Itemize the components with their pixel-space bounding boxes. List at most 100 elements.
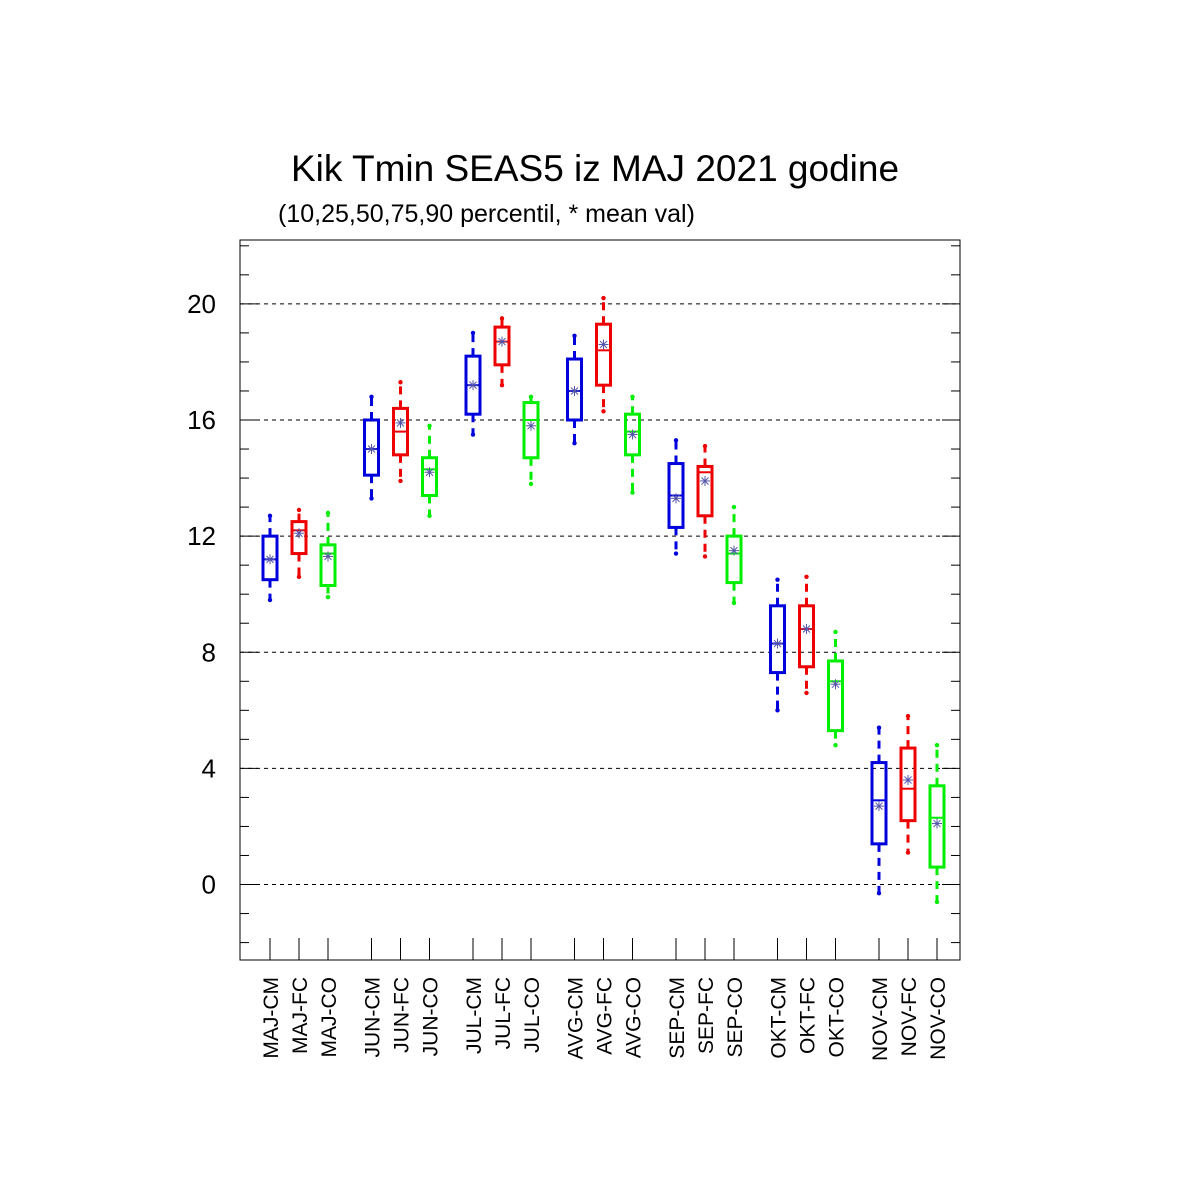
mean-stroke [527, 421, 535, 430]
whisker-cap-p10 [601, 409, 606, 414]
x-tick-label: MAJ-CM [260, 977, 283, 1059]
x-tick-label: AVG-FC [594, 977, 617, 1055]
box-jul-co [522, 394, 540, 487]
y-tick-label: 12 [187, 521, 216, 551]
whisker-cap-p90 [934, 742, 940, 748]
box-iqr [725, 534, 743, 585]
mean-stroke [628, 430, 637, 439]
box-avg-cm [566, 333, 583, 446]
box-jun-cm [363, 394, 380, 501]
x-tick-label: NOV-CM [869, 977, 892, 1061]
mean-stroke [904, 776, 912, 784]
box-iqr [493, 325, 511, 367]
box-nov-cm [870, 725, 888, 896]
box-iqr [870, 761, 888, 846]
whisker-cap-p10 [369, 496, 374, 501]
box-iqr [769, 604, 786, 675]
mean-stroke [802, 625, 811, 633]
whisker-cap-p90 [833, 629, 838, 635]
x-tick-label: OKT-CM [768, 977, 791, 1059]
chart-title: Kik Tmin SEAS5 iz MAJ 2021 godine [290, 148, 900, 189]
x-tick-label: JUN-CM [362, 977, 385, 1057]
whisker-cap-p90 [731, 504, 737, 510]
box-sep-co [725, 504, 743, 606]
box-iqr [421, 456, 438, 497]
whisker-cap-p90 [702, 443, 708, 449]
y-tick-label: 16 [187, 405, 216, 435]
whisker-cap-p90 [427, 423, 432, 429]
x-tick-label: MAJ-CO [318, 977, 341, 1058]
mean-stroke [367, 445, 376, 453]
whisker-cap-p10 [499, 382, 505, 388]
x-tick-label: JUL-CM [463, 977, 486, 1054]
mean-marker [526, 420, 536, 431]
box-maj-fc [290, 507, 308, 579]
box-jun-co [421, 423, 438, 519]
mean-marker [366, 444, 377, 455]
whisker-cap-p10 [296, 574, 302, 579]
box-okt-cm [769, 577, 786, 713]
whisker-cap-p90 [804, 574, 809, 579]
mean-stroke [295, 529, 303, 538]
whisker-cap-p10 [804, 690, 809, 696]
x-tick-label: OKT-FC [797, 977, 820, 1054]
mean-marker [497, 336, 507, 347]
grid-lines [240, 303, 960, 886]
mean-stroke [570, 387, 579, 395]
mean-marker [801, 624, 812, 635]
whisker-cap-p90 [876, 725, 882, 730]
whisker-cap-p10 [528, 481, 534, 487]
x-tick-label: JUN-FC [391, 977, 414, 1053]
mean-marker [700, 475, 710, 486]
whisker-cap-p90 [267, 513, 273, 519]
whisker-cap-p90 [630, 394, 635, 399]
mean-stroke [773, 639, 782, 648]
mean-stroke [875, 802, 883, 810]
whisker-cap-p10 [398, 478, 403, 484]
x-tick-label: SEP-CO [724, 977, 747, 1058]
whisker-cap-p10 [572, 441, 577, 446]
mean-marker [323, 551, 333, 562]
whisker-cap-p10 [427, 513, 432, 519]
mean-marker [830, 679, 841, 690]
mean-marker [874, 801, 884, 812]
whisker-cap-p90 [601, 295, 606, 301]
whisker-cap-p10 [905, 850, 911, 855]
x-axis: MAJ-CM MAJ-FC MAJ-CO JUN-CM JUN-FC JUN-CO JUL-… [260, 938, 950, 1061]
mean-stroke [599, 340, 608, 349]
whisker-cap-p10 [876, 891, 882, 896]
whisker-cap-p90 [398, 380, 403, 385]
x-tick-label: JUN-CO [420, 977, 443, 1056]
whisker-cap-p10 [470, 432, 476, 437]
whisker-cap-p10 [731, 600, 737, 606]
mean-marker [569, 385, 580, 396]
mean-stroke [469, 381, 477, 390]
mean-stroke [396, 419, 405, 427]
x-tick-label: NOV-CO [927, 977, 950, 1060]
mean-stroke [933, 819, 941, 828]
box-iqr [363, 418, 380, 477]
mean-marker [468, 380, 478, 391]
box-iqr [261, 534, 279, 582]
mean-stroke [831, 680, 840, 689]
box-iqr [899, 746, 917, 823]
x-tick-label: OKT-CO [826, 977, 849, 1058]
box-iqr [624, 412, 641, 457]
whisker-cap-p90 [572, 333, 577, 339]
mean-stroke [672, 494, 680, 503]
box-series [261, 295, 946, 905]
x-tick-label: MAJ-FC [289, 977, 312, 1054]
box-jul-cm [464, 330, 482, 437]
whisker-cap-p10 [673, 551, 679, 556]
box-maj-co [319, 510, 337, 600]
y-tick-label: 20 [187, 289, 216, 319]
x-tick-label: AVG-CO [623, 977, 646, 1058]
box-okt-co [827, 629, 844, 748]
chart-subtitle: (10,25,50,75,90 percentil, * mean val) [278, 200, 695, 228]
mean-stroke [324, 552, 332, 561]
box-iqr [798, 604, 815, 669]
plot-frame [239, 239, 961, 961]
box-nov-fc [899, 713, 917, 855]
y-tick-label: 0 [202, 870, 216, 900]
